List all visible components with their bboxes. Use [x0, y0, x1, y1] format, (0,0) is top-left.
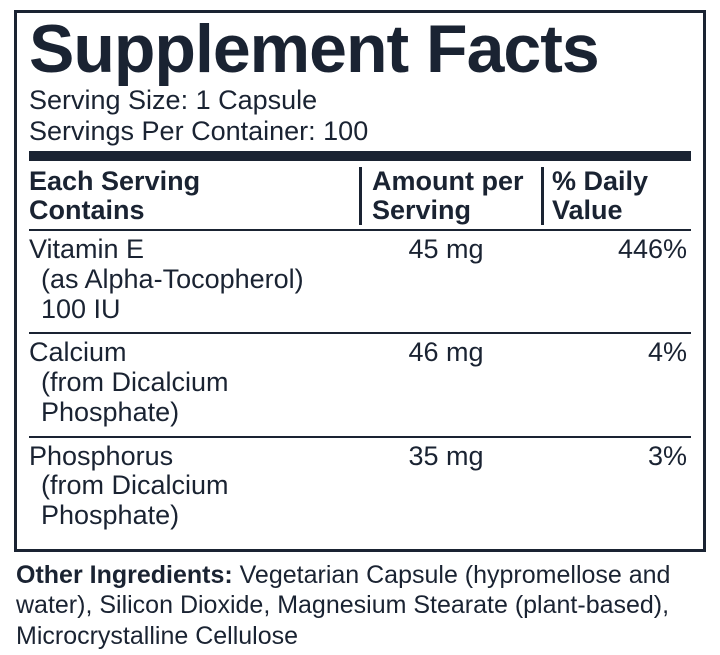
other-ingredients-label: Other Ingredients: — [16, 561, 233, 589]
header-col2-line1: Amount per — [372, 166, 524, 196]
nutrient-dv: 3% — [541, 442, 691, 472]
nutrient-amount: 45 mg — [359, 235, 541, 265]
header-col-dv: % Daily Value — [541, 167, 691, 225]
header-col3-line1: % Daily — [552, 166, 648, 196]
table-row: Phosphorus (from Dicalcium Phosphate) 35… — [29, 438, 691, 539]
nutrient-name-cell: Phosphorus (from Dicalcium Phosphate) — [29, 442, 359, 531]
supplement-facts-panel: Supplement Facts Serving Size: 1 Capsule… — [14, 10, 706, 552]
serving-size-line: Serving Size: 1 Capsule — [29, 85, 691, 116]
nutrient-name-cell: Vitamin E (as Alpha-Tocopherol) 100 IU — [29, 235, 359, 324]
nutrient-name: Calcium — [29, 337, 127, 367]
header-col1-line1: Each Serving — [29, 166, 200, 196]
serving-size-value: 1 Capsule — [196, 85, 318, 115]
serving-size-label: Serving Size: — [29, 85, 188, 115]
nutrient-sub: (from Dicalcium Phosphate) — [29, 368, 353, 427]
other-ingredients: Other Ingredients: Vegetarian Capsule (h… — [16, 560, 704, 652]
servings-per-container-label: Servings Per Container: — [29, 116, 316, 146]
nutrient-name: Vitamin E — [29, 234, 144, 264]
header-col-contains: Each Serving Contains — [29, 167, 359, 225]
header-col3-line2: Value — [552, 195, 623, 225]
nutrient-amount: 46 mg — [359, 338, 541, 368]
panel-title: Supplement Facts — [29, 13, 691, 83]
nutrient-dv: 446% — [541, 235, 691, 265]
rule-thick-top — [29, 151, 691, 161]
nutrient-dv: 4% — [541, 338, 691, 368]
serving-info: Serving Size: 1 Capsule Servings Per Con… — [29, 85, 691, 147]
table-header: Each Serving Contains Amount per Serving… — [29, 163, 691, 229]
servings-per-container-value: 100 — [323, 116, 368, 146]
nutrient-name: Phosphorus — [29, 441, 173, 471]
servings-per-container-line: Servings Per Container: 100 — [29, 116, 691, 147]
nutrient-amount: 35 mg — [359, 442, 541, 472]
table-row: Calcium (from Dicalcium Phosphate) 46 mg… — [29, 334, 691, 435]
table-row: Vitamin E (as Alpha-Tocopherol) 100 IU 4… — [29, 231, 691, 332]
header-col2-line2: Serving — [372, 195, 471, 225]
nutrient-sub: (from Dicalcium Phosphate) — [29, 471, 353, 530]
nutrient-name-cell: Calcium (from Dicalcium Phosphate) — [29, 338, 359, 427]
nutrient-sub: (as Alpha-Tocopherol) 100 IU — [29, 265, 353, 324]
header-col-amount: Amount per Serving — [359, 167, 541, 225]
header-col1-line2: Contains — [29, 195, 145, 225]
